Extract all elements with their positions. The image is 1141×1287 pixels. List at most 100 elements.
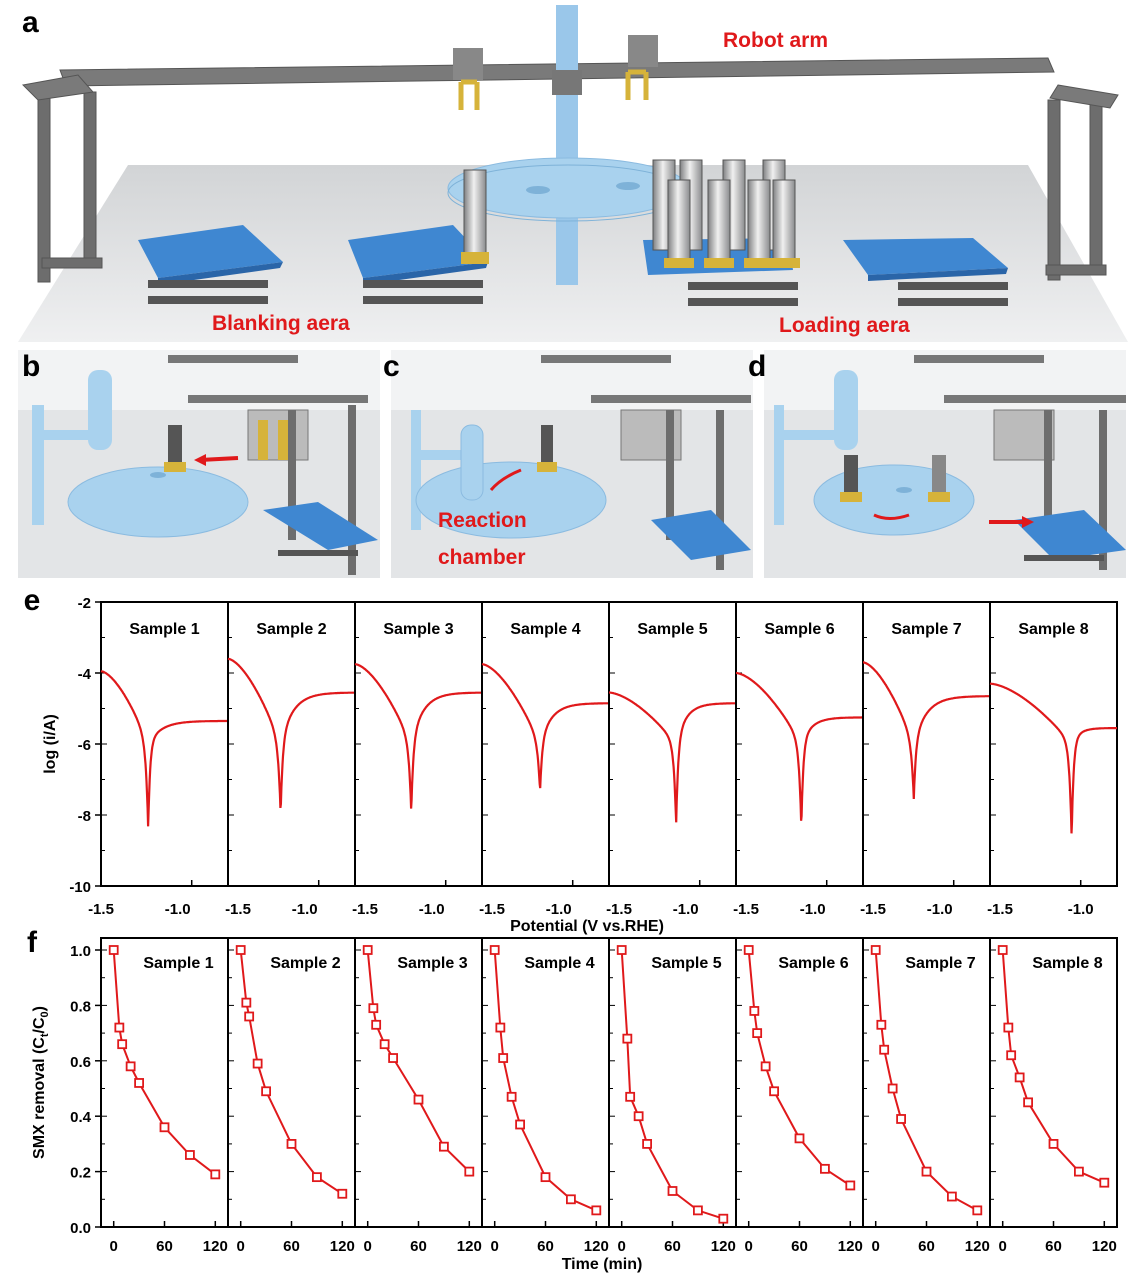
f-ytick-label: 0.2: [70, 1165, 91, 1182]
f-marker: [159, 1122, 170, 1133]
f-subplot-frame: [481, 937, 610, 1228]
e-xtick-label: -1.5: [352, 901, 378, 918]
f-ytick-label: 0.8: [70, 998, 91, 1015]
f-marker: [134, 1078, 145, 1088]
f-marker: [625, 1091, 636, 1102]
f-ylabel-part: 0: [39, 1011, 51, 1017]
e-ylabel: log (i/A): [42, 714, 59, 774]
e-curve-2: [227, 657, 355, 809]
e-ytick-label: -8: [78, 808, 91, 825]
label-chamber: chamber: [438, 546, 526, 569]
e-series-label: Sample 5: [637, 621, 707, 638]
e-curve-5: [609, 691, 736, 823]
e-xtick-label: -1.0: [800, 901, 826, 918]
e-xlabel: Potential (V vs.RHE): [510, 918, 664, 935]
f-marker: [566, 1194, 576, 1205]
f-marker: [972, 1205, 983, 1216]
f-marker: [760, 1061, 771, 1072]
f-marker: [379, 1039, 390, 1050]
e-curve-4: [481, 663, 609, 789]
f-marker: [108, 945, 119, 955]
tray-loading-2: [843, 238, 1008, 306]
arrow-b: [199, 456, 239, 462]
f-curve-3: [366, 949, 471, 1173]
f-marker: [235, 945, 246, 955]
f-marker: [1014, 1072, 1025, 1083]
f-ylabel-part: SMX removal (C: [31, 1037, 48, 1159]
f-marker: [749, 1006, 760, 1016]
label-robot-arm: Robot arm: [723, 29, 828, 52]
e-series-label: Sample 6: [764, 621, 834, 638]
f-xtick-label: 0: [872, 1238, 880, 1255]
e-subplot-frame: [100, 601, 229, 887]
e-xtick-label: -1.5: [733, 901, 759, 918]
f-ylabel-part: t: [39, 1033, 51, 1037]
f-xtick-label: 60: [156, 1238, 173, 1255]
f-series-label: Sample 7: [905, 955, 975, 972]
f-marker: [261, 1086, 272, 1097]
f-xtick-label: 120: [838, 1238, 863, 1255]
f-marker: [1006, 1050, 1017, 1061]
f-xtick-label: 120: [203, 1238, 228, 1255]
panel-letter-d: d: [748, 350, 767, 383]
e-subplot-frame: [227, 601, 356, 887]
f-marker: [311, 1172, 322, 1183]
f-marker: [887, 1083, 898, 1094]
e-xtick-label: -1.0: [927, 901, 953, 918]
panel-a-scene: [18, 0, 1128, 342]
label-blanking-area: Blanking aera: [212, 312, 350, 335]
e-xtick-label: -1.5: [606, 901, 632, 918]
f-xlabel: Time (min): [562, 1256, 643, 1273]
f-xtick-label: 60: [918, 1238, 935, 1255]
panel-b-scene: [18, 350, 380, 578]
e-subplot-frame: [481, 601, 610, 887]
f-subplot-frame: [735, 937, 864, 1228]
f-ylabel-part: /C: [31, 1017, 48, 1033]
f-marker: [769, 1086, 779, 1097]
f-marker: [820, 1163, 830, 1174]
e-curve-8: [989, 682, 1117, 834]
f-marker: [371, 1019, 382, 1030]
e-ytick-label: -2: [78, 595, 91, 612]
e-xtick-label: -1.0: [419, 901, 445, 918]
f-marker: [464, 1166, 475, 1177]
f-marker: [642, 1139, 652, 1149]
f-xtick-label: 120: [965, 1238, 990, 1255]
f-marker: [252, 1058, 263, 1069]
f-series-label: Sample 2: [270, 955, 340, 972]
e-xtick-label: -1.0: [546, 901, 572, 918]
f-xtick-label: 120: [330, 1238, 355, 1255]
f-marker: [184, 1150, 195, 1160]
f-marker: [622, 1033, 633, 1044]
f-marker: [413, 1094, 424, 1105]
f-marker: [210, 1169, 221, 1180]
f-marker: [633, 1111, 644, 1122]
e-subplot-frame: [354, 601, 483, 887]
e-xtick-label: -1.0: [1068, 901, 1094, 918]
f-subplot-frame: [354, 937, 483, 1228]
f-marker: [879, 1044, 890, 1055]
f-xtick-label: 0: [364, 1238, 372, 1255]
arrow-c: [489, 468, 522, 491]
f-marker: [388, 1053, 399, 1063]
f-marker: [489, 945, 500, 955]
f-marker: [921, 1166, 932, 1177]
f-series-label: Sample 8: [1032, 955, 1102, 972]
tray-blanking-1: [138, 225, 283, 304]
e-curve-7: [863, 661, 990, 800]
e-subplot-frame: [735, 601, 864, 887]
e-series-label: Sample 4: [510, 621, 580, 638]
e-xtick-label: -1.0: [165, 901, 191, 918]
f-marker: [591, 1205, 602, 1216]
e-subplot-frame: [989, 601, 1118, 887]
e-ytick-label: -6: [78, 737, 91, 754]
label-loading-area: Loading aera: [779, 314, 910, 337]
f-marker: [876, 1019, 887, 1030]
f-curve-5: [620, 949, 724, 1220]
f-subplot-frame: [608, 937, 737, 1228]
f-marker: [498, 1053, 509, 1063]
e-series-label: Sample 3: [383, 621, 453, 638]
f-marker: [752, 1028, 763, 1039]
panel-e-chart: e -2 -4 -6 -8 -10 log (i/A) Sample 1 -1.5 -1.0 -1.…: [24, 584, 1118, 935]
